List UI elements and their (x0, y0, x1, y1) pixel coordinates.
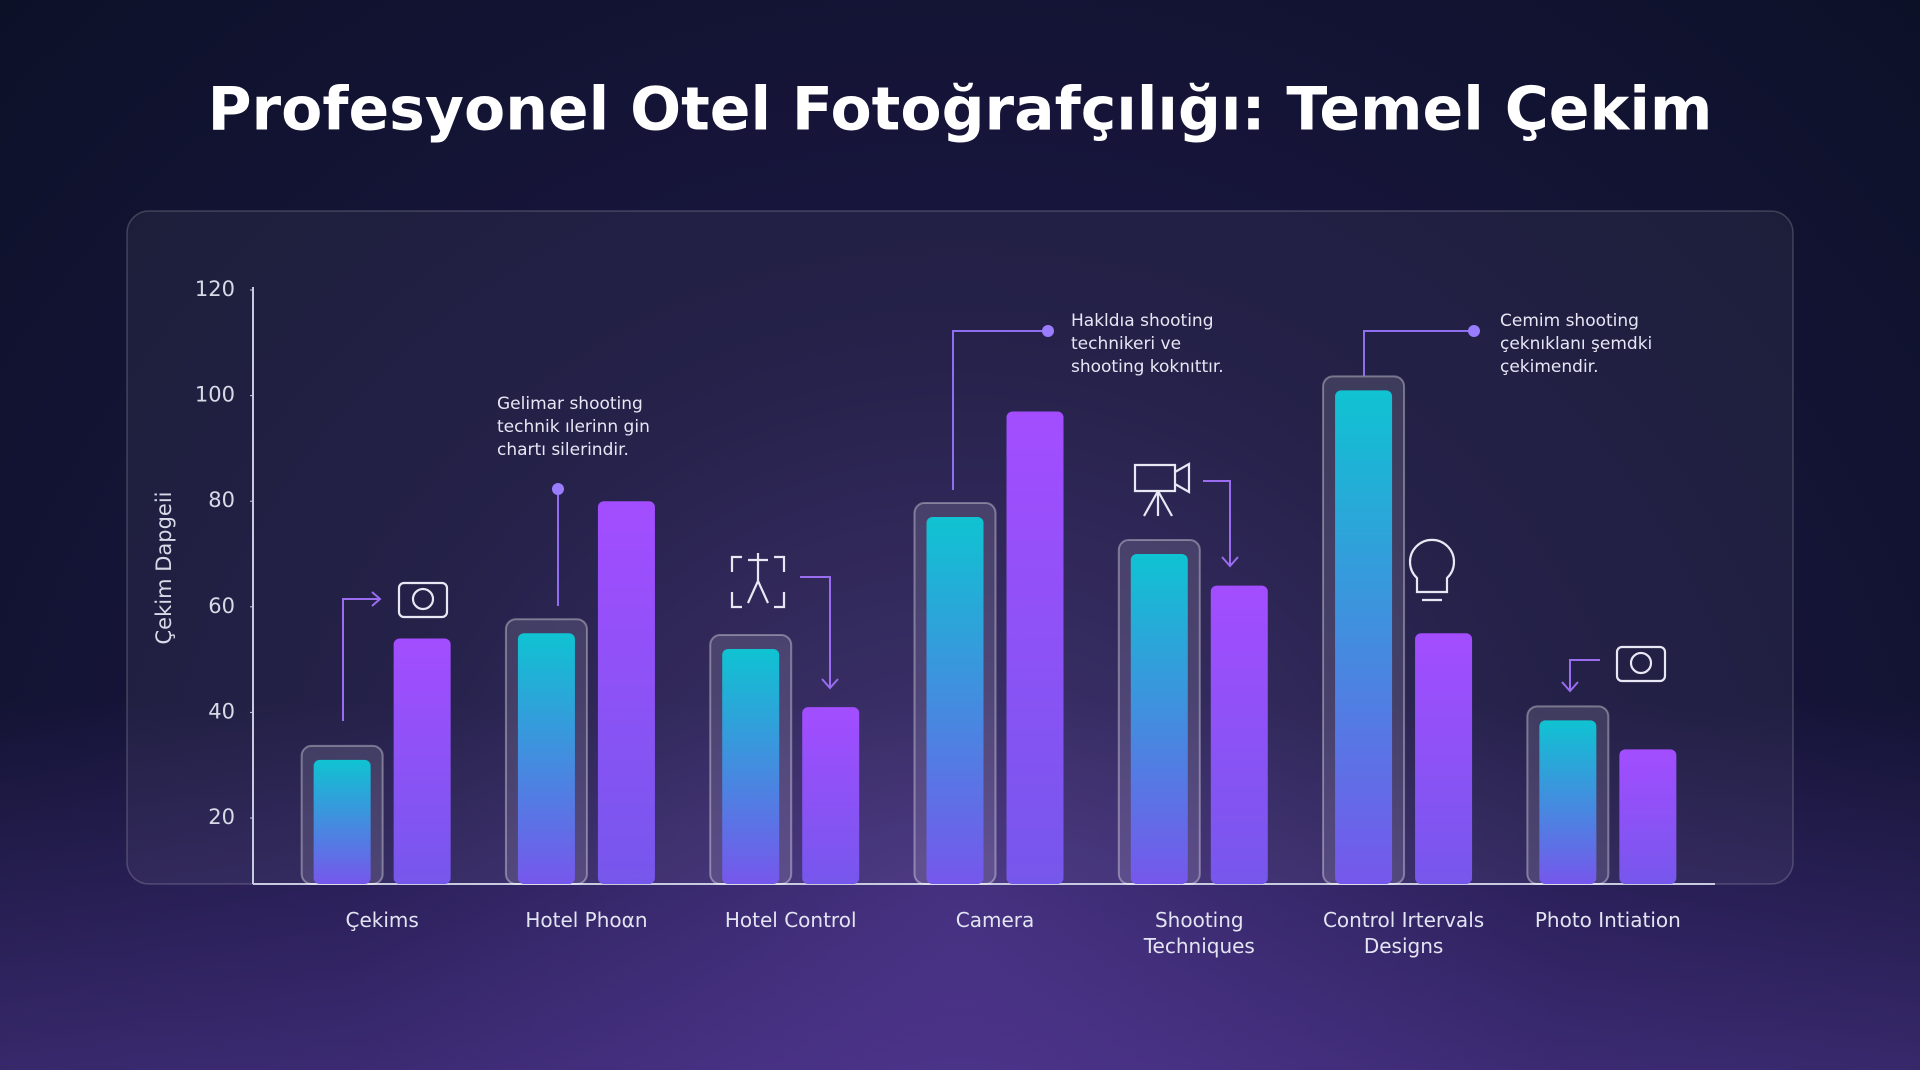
camera-icon-lens (1629, 651, 1653, 675)
arrow (342, 591, 382, 721)
y-axis-label: Çekim Dapgeii (152, 492, 176, 645)
chart-title: Profesyonel Otel Fotoğrafçılığı: Temel Ç… (208, 75, 1713, 145)
bar (393, 638, 451, 884)
x-tick-label: Photo Intiation (1534, 908, 1681, 932)
bar (1006, 411, 1064, 884)
bar (926, 517, 984, 884)
annotation: Cemim shooting çeknıklanı şemdki çekimen… (1500, 311, 1653, 377)
icons (397, 462, 1667, 683)
x-tick-label: Hotel Control (724, 908, 857, 932)
bar (1210, 585, 1268, 884)
x-tick-label: Camera (955, 908, 1035, 932)
bar (1130, 554, 1188, 884)
x-tick-label: Control Irtervals Designs (1322, 908, 1485, 958)
annotation-line (952, 330, 1048, 490)
camera-icon (397, 581, 449, 619)
y-tick-label: 40 (208, 699, 235, 723)
bar (1619, 749, 1677, 884)
camera-icon-lens (411, 587, 435, 611)
annotation: Gelimar shooting technik ılerinn gin cha… (497, 394, 650, 460)
annotation-dot (552, 483, 564, 495)
annotation-line (1363, 330, 1474, 376)
bar (1539, 720, 1597, 884)
bar (517, 633, 575, 884)
bar (1415, 633, 1473, 884)
arrow (1203, 480, 1239, 568)
bar (313, 759, 371, 884)
arrows (342, 480, 1600, 721)
y-tick-label: 100 (195, 383, 235, 407)
x-tick-label: Hotel Phoαn (525, 908, 648, 932)
bulb-icon (1408, 538, 1456, 602)
annotation-dot (1468, 325, 1480, 337)
video-icon (1133, 462, 1191, 517)
arrow (800, 576, 839, 690)
x-tick-label: Çekims (345, 908, 419, 932)
annotation: Hakldıa shooting technikeri ve shooting … (1071, 311, 1224, 377)
arrow (1561, 659, 1600, 693)
y-tick-label: 20 (208, 805, 235, 829)
camera-icon (1615, 645, 1667, 683)
y-tick-label: 80 (208, 488, 235, 512)
tripod-icon (730, 553, 786, 609)
bar (1335, 390, 1393, 884)
bar (722, 649, 780, 884)
annotation-dot (1042, 325, 1054, 337)
bar (802, 707, 860, 884)
bar (597, 501, 655, 884)
x-tick-label: Shooting Techniques (1143, 908, 1255, 958)
y-tick-label: 60 (208, 594, 235, 618)
y-tick-label: 120 (195, 277, 235, 301)
